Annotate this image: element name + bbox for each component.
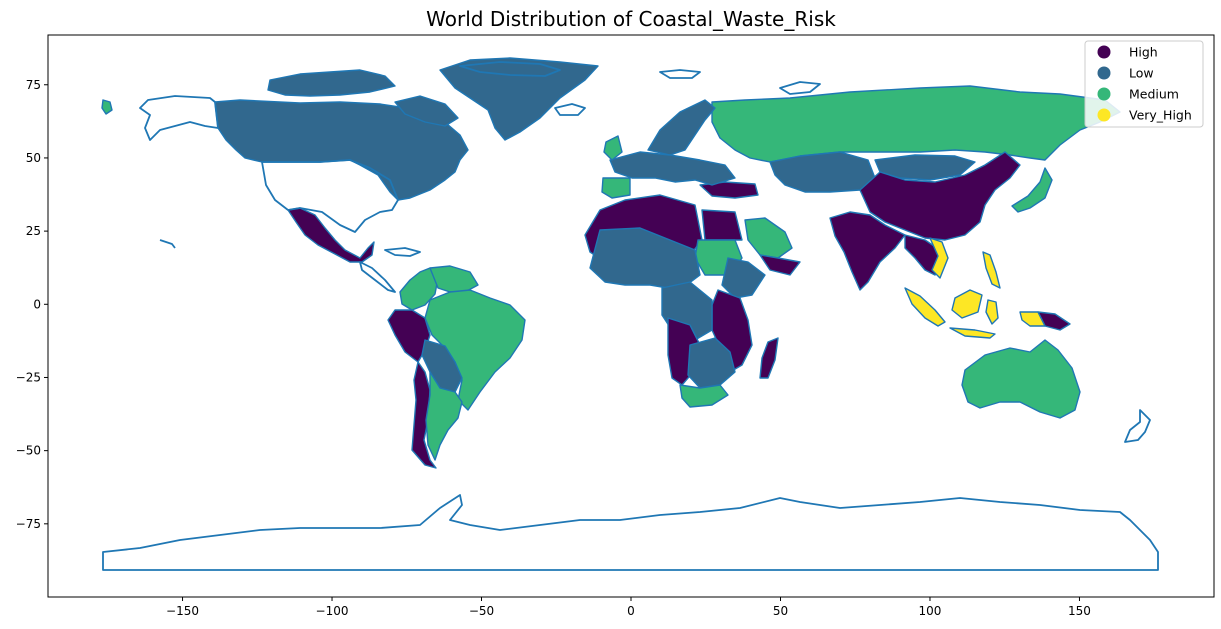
- region-egypt: [701, 209, 743, 241]
- region-europe: [609, 151, 736, 186]
- x-tick: −100: [316, 597, 349, 618]
- region-mexico: [287, 207, 375, 263]
- coast-arctic: [459, 61, 561, 77]
- region-china: [859, 151, 1021, 241]
- region-argentina: [425, 371, 463, 461]
- y-tick-label: 25: [26, 224, 41, 238]
- y-tick-label: −25: [16, 370, 41, 384]
- region-uk: [603, 135, 623, 161]
- region-madagascar: [759, 337, 779, 379]
- region-west-papua: [1019, 311, 1046, 327]
- region-venezuela: [429, 265, 479, 293]
- region-russia: [711, 85, 1121, 163]
- region-greenland: [439, 57, 599, 141]
- region-sulawesi: [985, 299, 999, 325]
- legend-entry: Low: [1097, 66, 1154, 81]
- coast-new-zealand: [1124, 409, 1151, 443]
- region-scandinavia: [647, 99, 716, 156]
- x-tick: 100: [919, 597, 942, 618]
- region-vietnam: [929, 237, 949, 279]
- coast-caribbean: [384, 247, 421, 257]
- x-tick: −150: [166, 597, 199, 618]
- legend-marker: [1097, 66, 1111, 80]
- x-tick-label: −50: [469, 604, 494, 618]
- region-southern-africa: [687, 337, 736, 389]
- y-tick: 50: [26, 151, 48, 165]
- coast-iceland: [554, 103, 586, 116]
- map-layer: [101, 57, 1159, 571]
- region-india: [829, 211, 906, 291]
- y-tick: −75: [16, 517, 48, 531]
- region-saudi-arabia: [744, 217, 793, 259]
- region-indonesia: [904, 287, 946, 327]
- legend-label: Medium: [1129, 87, 1179, 102]
- legend-marker: [1097, 87, 1111, 101]
- y-tick: 0: [33, 297, 48, 311]
- coast-central-america: [359, 261, 396, 293]
- y-tick-label: 0: [33, 297, 41, 311]
- region-canada-baffin: [394, 95, 459, 127]
- region-australia: [961, 339, 1081, 419]
- y-tick-label: −75: [16, 517, 41, 531]
- chart-title: World Distribution of Coastal_Waste_Risk: [426, 7, 836, 31]
- legend-entry: Very_High: [1097, 108, 1192, 123]
- coast-alaska: [139, 95, 219, 141]
- region-iberia: [601, 177, 631, 199]
- region-south-africa: [679, 384, 729, 408]
- legend-label: Low: [1129, 66, 1154, 81]
- x-tick-label: 0: [627, 604, 635, 618]
- x-tick-label: −100: [316, 604, 349, 618]
- y-tick-label: 75: [26, 78, 41, 92]
- legend-marker: [1097, 45, 1111, 59]
- legend-entry: High: [1097, 45, 1158, 60]
- coast-antarctica: [102, 494, 1159, 571]
- y-tick: 25: [26, 224, 48, 238]
- coast-hawaii: [159, 239, 176, 249]
- coast-usa: [261, 159, 399, 233]
- legend-label: High: [1129, 45, 1158, 60]
- coast-novaya: [779, 81, 821, 95]
- coast-svalbard: [659, 69, 701, 79]
- legend-entry: Medium: [1097, 87, 1179, 102]
- x-axis: −150 −100 −50 0 50 100 150: [166, 597, 1091, 618]
- region-philippines: [982, 251, 1001, 289]
- region-turkey: [699, 181, 759, 199]
- x-tick: 150: [1068, 597, 1091, 618]
- region-yemen: [759, 254, 801, 276]
- region-canada-islands: [267, 69, 396, 97]
- y-tick: −25: [16, 370, 48, 384]
- region-java: [949, 327, 996, 339]
- x-tick-label: 150: [1068, 604, 1091, 618]
- x-tick: 50: [773, 597, 788, 618]
- region-alaska: [101, 99, 113, 115]
- y-axis: 75 50 25 0 −25 −50 −75: [16, 78, 48, 531]
- region-peru: [387, 309, 431, 363]
- x-tick: −50: [469, 597, 494, 618]
- y-tick: −50: [16, 444, 48, 458]
- legend: High Low Medium Very_High: [1084, 40, 1204, 128]
- region-japan: [1011, 167, 1053, 213]
- y-tick: 75: [26, 78, 48, 92]
- x-tick-label: 50: [773, 604, 788, 618]
- legend-box: [1084, 40, 1204, 128]
- y-tick-label: −50: [16, 444, 41, 458]
- legend-label: Very_High: [1129, 108, 1192, 123]
- x-tick-label: 100: [919, 604, 942, 618]
- region-ethiopia: [721, 257, 766, 299]
- region-canada: [214, 99, 469, 201]
- x-tick-label: −150: [166, 604, 199, 618]
- legend-marker: [1097, 108, 1111, 122]
- region-borneo: [951, 289, 983, 319]
- y-tick-label: 50: [26, 151, 41, 165]
- x-tick: 0: [627, 597, 635, 618]
